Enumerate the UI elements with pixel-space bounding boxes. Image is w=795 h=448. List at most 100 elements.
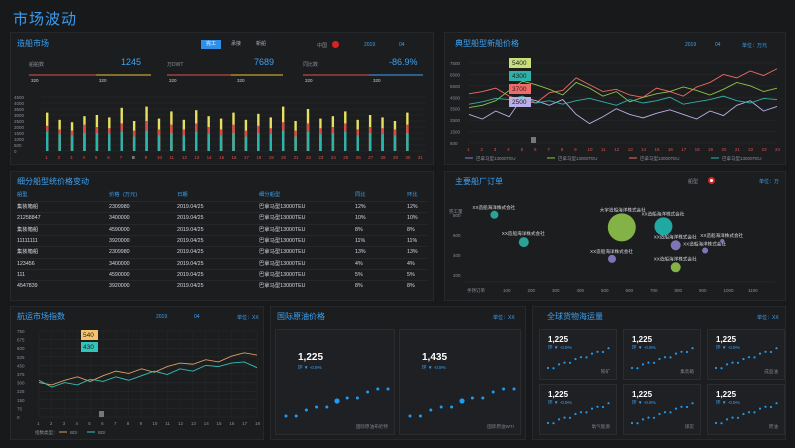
cargo-change: 环 ▼ -0.9% [632, 345, 656, 350]
table-cell: 5% [407, 271, 415, 278]
filter-flag-icon[interactable] [708, 177, 715, 184]
table-cell: 21258847 [17, 215, 41, 222]
table-row[interactable]: 123456 3400000 2019.04/25 巴拿马型13000TEU 4% 4% [17, 257, 427, 269]
table-cell: 2019.04/25 [177, 204, 204, 210]
tab-new[interactable]: 新船 [255, 41, 266, 47]
sparkline-point [491, 390, 495, 394]
sparkline-point [607, 402, 610, 405]
sparkline-point [418, 414, 422, 418]
price-table-panel: 细分船型统价格变动 船型 价格 (万元) 日期 细分船型 同比 环比 集装箱船 2309980 2… [10, 171, 434, 301]
x-tick: 21 [294, 155, 300, 160]
sparkline-point [636, 422, 639, 425]
sparkline-point [563, 416, 566, 419]
newship-month-select[interactable]: 04 [715, 42, 721, 48]
x-tick: 10 [588, 147, 594, 152]
yard-label: XX造船海洋株式会社 [502, 230, 545, 237]
oil-wti-sparkline [408, 387, 516, 418]
shipping-month-select[interactable]: 04 [194, 314, 200, 320]
sparkline-point [294, 414, 298, 418]
sparkline-point [557, 418, 561, 421]
cargo-sparkline [546, 402, 610, 425]
cargo-card[interactable]: 1,225 环 ▼ -0.9% 铁矿 [539, 329, 617, 380]
table-row[interactable]: 11111111 3920000 2019.04/25 巴拿马型13000TEU 11%… [17, 234, 427, 246]
country-label: 中国 [317, 43, 328, 49]
tab-orders[interactable]: 承接 [230, 41, 241, 47]
price-tag-label: 3700 [512, 86, 527, 93]
index-tag-label: 540 [83, 332, 94, 339]
table-row[interactable]: 集装箱船 2309980 2019.04/25 巴拿马型13000TEU 13% 13% [17, 246, 427, 257]
newship-year-select[interactable]: 2019 [685, 42, 697, 48]
cargo-card[interactable]: 1,225 环 ▼ -0.9% 成品油 [707, 329, 785, 380]
x-tick: 16 [229, 421, 235, 426]
y-tick: 150 [17, 398, 25, 403]
price-unit: (万元) [123, 192, 138, 198]
x-tick: 22 [306, 155, 312, 160]
table-row[interactable]: 集装箱船 4590000 2019.04/25 巴拿马型13000TEU 8% 8% [17, 223, 427, 235]
yard-label: XX造船海洋株式会社 [654, 255, 697, 262]
china-flag-icon[interactable] [332, 41, 339, 48]
table-row[interactable]: 集装箱船 2309980 2019.04/25 巴拿马型13000TEU 12% 12% [17, 201, 427, 212]
cargo-value: 1,225 [716, 335, 737, 344]
month-select[interactable]: 04 [399, 42, 405, 48]
sparkline-point [568, 416, 572, 419]
oil-wti-name: 国际原油WTI [487, 424, 514, 429]
x-tick: 13 [191, 421, 197, 426]
bar-segment [195, 131, 198, 151]
table-row[interactable]: 21258847 3400000 2019.04/25 巴拿马型13000TEU 10%… [17, 212, 427, 223]
year-select[interactable]: 2019 [364, 42, 376, 48]
sparkline-point [663, 411, 667, 414]
oil-wti-change: 环 ▼ -0.9% [422, 365, 446, 370]
x-tick: 19 [269, 155, 275, 160]
sparkline-point [630, 421, 634, 425]
bar-segment [344, 131, 347, 151]
sparkline-point [769, 350, 773, 354]
cargo-card[interactable]: 1,225 环 ▼ -0.9% 氧气能源 [539, 384, 617, 435]
table-cell: 巴拿马型13000TEU [259, 260, 306, 267]
yards-title: 主要船厂订单 [455, 177, 503, 186]
sparkline-point [747, 356, 751, 359]
sparkline-point [325, 405, 329, 409]
bar-segment [393, 135, 397, 151]
sparkline-point [429, 408, 433, 412]
oil-card-wti[interactable]: 1,435 环 ▼ -0.9% 国际原油WTI [399, 329, 521, 435]
table-cell: 巴拿马型13000TEU [259, 271, 306, 278]
table-header: 船型 价格 (万元) 日期 细分船型 同比 环比 [17, 190, 427, 201]
bar-segment [95, 133, 99, 151]
table-cell: 123456 [17, 260, 35, 267]
x-tick: 18 [255, 421, 261, 426]
sparkline-point [408, 414, 412, 418]
table-cell: 巴拿马型13000TEU [259, 215, 306, 222]
x-tick: 17 [244, 155, 250, 160]
table-cell: 11111111 [17, 237, 38, 244]
tab-completed[interactable]: 完工 [201, 40, 221, 49]
sparkline-point [470, 396, 474, 400]
sparkline-point [669, 356, 672, 359]
table-cell: 8% [407, 283, 415, 290]
sparkline-point [731, 416, 734, 419]
sparkline-point [775, 402, 778, 405]
oil-card-brent[interactable]: 1,225 环 ▼ -0.9% 国际原油布伦特 [275, 329, 395, 435]
cargo-title: 全球货物海运量 [547, 312, 603, 321]
yard-label: XX造船海洋株式会社 [700, 232, 743, 239]
cargo-name: 氧气能源 [591, 424, 610, 429]
table-cell: 巴拿马型13000TEU [259, 237, 306, 244]
cargo-card[interactable]: 1,225 环 ▼ -0.9% 集装箱 [623, 329, 701, 380]
cargo-sparkline [630, 347, 694, 370]
sparkline-point [546, 366, 550, 370]
y-tick: 375 [17, 372, 25, 377]
table-row[interactable]: 111 4590000 2019.04/25 巴拿马型13000TEU 5% 5% [17, 268, 427, 280]
sparkline-point [630, 366, 634, 370]
x-tick: 24 [775, 147, 781, 152]
cargo-card[interactable]: 1,225 环 ▼ -0.9% 煤炭 [623, 384, 701, 435]
sparkline-point [764, 405, 767, 408]
x-tick: 10 [152, 421, 158, 426]
sparkline-point [315, 405, 319, 409]
cargo-card[interactable]: 1,225 环 ▼ -0.9% 原油 [707, 384, 785, 435]
shipping-year-select[interactable]: 2019 [156, 314, 168, 320]
table-cell: 10% [355, 215, 366, 222]
sparkline-point [641, 363, 645, 366]
x-tick: 22 [748, 147, 754, 152]
sparkline-point [742, 357, 745, 361]
table-row[interactable]: 4547839 3920000 2019.04/25 巴拿马型13000TEU 8% 8% [17, 280, 427, 291]
yard-bubble [654, 217, 673, 236]
